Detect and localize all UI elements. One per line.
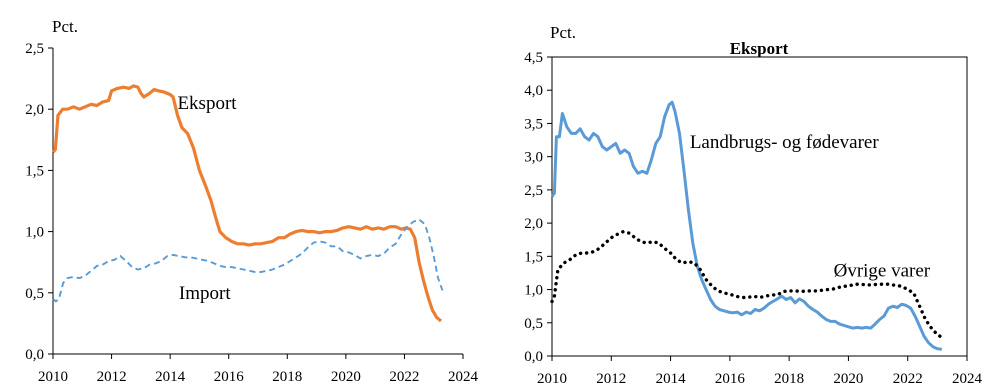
right-x-tick-label: 2020 (833, 371, 863, 387)
left-y-tick-label: 1,0 (25, 225, 44, 241)
right-y-tick-label: 2,0 (524, 216, 543, 232)
left-y-tick-label: 0,0 (25, 347, 44, 363)
left-annotation-import: Import (179, 283, 231, 304)
right-plot-frame (551, 56, 968, 357)
right-y-tick-label: 4,0 (524, 83, 543, 99)
left-chart: Pct. 0,0 0,5 1,0 1,5 2,0 2,5 2010 2012 2014 2016… (25, 17, 478, 385)
left-x-tick-label: 2010 (38, 369, 68, 385)
right-series-landbrugs-line (550, 100, 943, 351)
right-y-tick-label: 0,0 (524, 349, 543, 365)
right-series-oevrige-line (550, 229, 945, 340)
right-y-ticks: 0,0 0,5 1,0 1,5 2,0 2,5 3,0 3,5 4,0 4,5 (524, 50, 552, 365)
left-unit-label: Pct. (52, 17, 78, 36)
left-x-ticks: 2010 2012 2014 2016 2018 2020 2022 2024 (38, 354, 479, 385)
right-y-tick-label: 1,0 (524, 283, 543, 299)
right-x-tick-label: 2010 (537, 371, 567, 387)
right-y-tick-label: 0,5 (524, 316, 543, 332)
right-chart: Pct. Eksport 0,0 0,5 1,0 1,5 2,0 2,5 3,0 3,5 4,0… (524, 23, 982, 387)
right-x-tick-label: 2016 (715, 371, 746, 387)
left-y-ticks: 0,0 0,5 1,0 1,5 2,0 2,5 (25, 41, 53, 363)
right-y-tick-label: 1,5 (524, 249, 543, 265)
left-y-tick-label: 1,5 (25, 163, 44, 179)
left-y-tick-label: 0,5 (25, 286, 44, 302)
right-x-tick-label: 2012 (596, 371, 626, 387)
left-x-tick-label: 2012 (97, 369, 127, 385)
right-x-ticks: 2010 2012 2014 2016 2018 2020 2022 2024 (537, 356, 983, 387)
left-annotation-eksport: Eksport (177, 93, 237, 114)
left-x-tick-label: 2020 (331, 369, 361, 385)
right-chart-title: Eksport (730, 39, 789, 58)
left-x-tick-label: 2024 (448, 369, 479, 385)
left-y-tick-label: 2,5 (25, 41, 44, 57)
right-annotation-landbrugs: Landbrugs- og fødevarer (690, 132, 880, 153)
left-series-import-line (52, 218, 444, 303)
left-y-tick-label: 2,0 (25, 102, 44, 118)
right-y-tick-label: 3,0 (524, 150, 543, 166)
right-annotation-oevrige: Øvrige varer (834, 260, 931, 281)
right-x-tick-label: 2022 (893, 371, 923, 387)
left-x-tick-label: 2016 (214, 369, 245, 385)
right-x-tick-label: 2018 (774, 371, 804, 387)
right-y-tick-label: 3,5 (524, 116, 543, 132)
left-x-tick-label: 2018 (272, 369, 302, 385)
left-x-tick-label: 2022 (389, 369, 419, 385)
right-unit-label: Pct. (550, 23, 576, 42)
right-y-tick-label: 4,5 (524, 50, 543, 66)
left-x-tick-label: 2014 (155, 369, 186, 385)
left-series-eksport-line (51, 84, 443, 323)
right-x-tick-label: 2014 (656, 371, 687, 387)
right-y-tick-label: 2,5 (524, 183, 543, 199)
right-x-tick-label: 2024 (952, 371, 983, 387)
